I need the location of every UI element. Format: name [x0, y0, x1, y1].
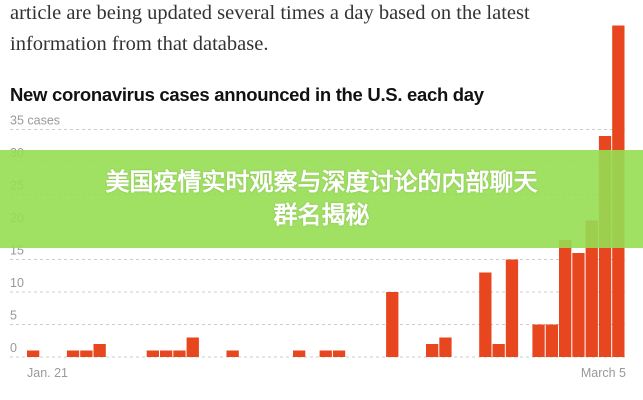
bar	[572, 253, 585, 357]
x-tick-label: March 5	[581, 366, 626, 380]
article-line: information from that database.	[10, 33, 269, 55]
bar	[319, 350, 332, 357]
bar	[426, 344, 439, 357]
y-tick-label: 5	[10, 309, 17, 323]
headline-banner: 美国疫情实时观察与深度讨论的内部聊天 群名揭秘	[0, 150, 643, 248]
article-text: article are being updated several times …	[10, 0, 530, 60]
y-tick-label: 35 cases	[10, 114, 60, 128]
headline-line: 美国疫情实时观察与深度讨论的内部聊天	[105, 168, 538, 196]
bar	[559, 240, 572, 357]
article-line: article are being updated several times …	[10, 2, 530, 24]
y-tick-label: 10	[10, 276, 24, 290]
bar	[545, 324, 558, 357]
bar	[93, 344, 106, 357]
bar	[293, 350, 306, 357]
bar	[146, 350, 159, 357]
bar	[186, 337, 199, 357]
x-tick-label: Jan. 21	[27, 366, 68, 380]
bar	[173, 350, 186, 357]
bar	[439, 337, 452, 357]
y-tick-label: 0	[10, 341, 17, 355]
bar	[532, 324, 545, 357]
bar	[160, 350, 173, 357]
bar	[585, 220, 598, 357]
bar	[66, 350, 80, 357]
bar	[27, 350, 40, 357]
chart-title: New coronavirus cases announced in the U…	[10, 84, 484, 105]
bar	[332, 350, 346, 357]
bar	[80, 350, 93, 357]
bar	[492, 344, 505, 357]
headline-line: 群名揭秘	[273, 201, 370, 229]
bar	[386, 292, 399, 357]
bar	[505, 259, 519, 357]
bar	[479, 272, 492, 357]
bar	[226, 350, 239, 357]
